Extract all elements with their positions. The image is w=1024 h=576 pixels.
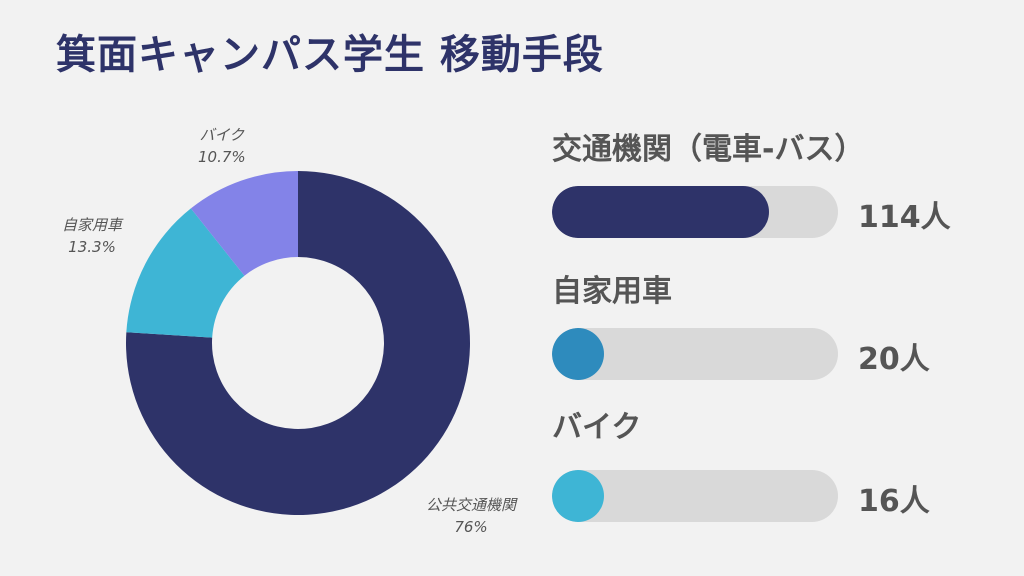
bar-fill-transit [552,186,770,238]
bar-fill-bike [552,470,604,522]
donut-chart [126,171,471,515]
donut-slice-1 [126,208,245,338]
bar-track-car [552,328,838,380]
bar-fill-car [552,328,604,380]
donut-slice-2 [190,171,298,276]
bar-row-title-bike: バイク [552,410,642,445]
slice-label-bike: バイク 10.7% [198,124,246,168]
bar-track-bike [552,470,838,522]
slice-label-percent: 76% [454,518,488,536]
bar-row-title-car: 自家用車 [552,274,672,309]
bar-count-car: 20人 [858,342,930,377]
slice-label-text: 自家用車 [62,216,123,234]
bar-count-bike: 16人 [858,484,930,519]
donut-slice-0 [126,171,471,515]
slice-label-text: 公共交通機関 [426,496,517,514]
bar-count-transit: 114人 [858,200,951,235]
bar-row-title-transit: 交通機関（電車-バス） [552,132,865,167]
slice-label-public-transport: 公共交通機関 76% [426,494,516,538]
page-title: 箕面キャンパス学生 移動手段 [56,32,604,78]
slice-label-percent: 10.7% [198,148,246,166]
slice-label-text: バイク [199,126,245,144]
slice-label-car: 自家用車 13.3% [62,214,122,258]
bar-track-transit [552,186,838,238]
slice-label-percent: 13.3% [68,238,116,256]
